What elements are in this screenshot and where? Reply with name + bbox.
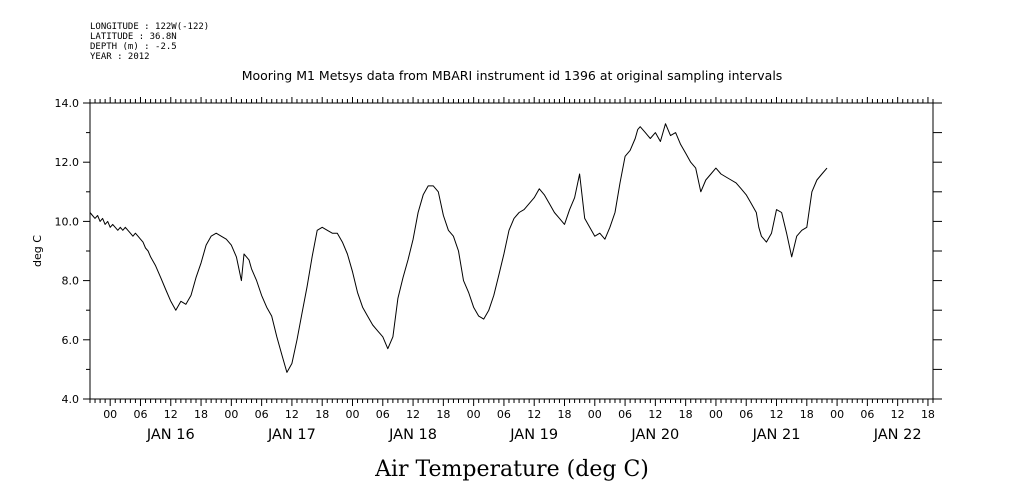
header-latitude: LATITUDE : 36.8N	[90, 32, 177, 42]
header-year: YEAR : 2012	[90, 52, 150, 62]
y-tick-label: 12.0	[55, 156, 80, 169]
header-depth: DEPTH (m) : -2.5	[90, 42, 177, 52]
x-day-label: JAN 22	[873, 427, 922, 443]
x-axis-label: Air Temperature (deg C)	[374, 457, 649, 482]
y-axis-label: deg C	[31, 235, 44, 267]
x-hour-label: 12	[891, 408, 905, 421]
x-axis: 00 06 12 18 00 06 12 18 00 06 12 18 00 06 12 18 00 06 12 18…	[89, 97, 935, 443]
x-hour-label: 12	[648, 408, 662, 421]
x-hour-label: 00	[467, 408, 481, 421]
y-tick-label: 10.0	[55, 215, 80, 228]
x-hour-label: 18	[800, 408, 814, 421]
header-longitude: LONGITUDE : 122W(-122)	[90, 22, 209, 32]
x-hour-label: 12	[770, 408, 784, 421]
x-hour-label: 00	[709, 408, 723, 421]
x-hour-label: 00	[830, 408, 844, 421]
x-hour-label: 18	[194, 408, 208, 421]
x-day-label: JAN 16	[146, 427, 195, 443]
x-hour-label: 12	[285, 408, 299, 421]
x-hour-label: 06	[860, 408, 874, 421]
x-hour-label: 06	[739, 408, 753, 421]
y-axis: 4.0 6.0 8.0 10.0 12.0 14.0	[55, 97, 942, 406]
x-hour-label: 06	[255, 408, 269, 421]
x-hour-label: 18	[558, 408, 572, 421]
x-hour-label: 18	[679, 408, 693, 421]
series-line	[89, 123, 828, 373]
x-hour-label: 00	[103, 408, 117, 421]
y-tick-label: 14.0	[55, 97, 80, 110]
x-hour-label: 18	[921, 408, 935, 421]
y-tick-label: 6.0	[62, 334, 80, 347]
x-day-label: JAN 18	[388, 427, 437, 443]
x-hour-label: 00	[224, 408, 238, 421]
x-day-label: JAN 19	[509, 427, 558, 443]
x-hour-label: 00	[588, 408, 602, 421]
x-hour-label: 18	[436, 408, 450, 421]
x-hour-label: 06	[618, 408, 632, 421]
x-hour-label: 12	[527, 408, 541, 421]
x-hour-label: 18	[315, 408, 329, 421]
series-layer	[89, 123, 828, 373]
x-day-label: JAN 20	[630, 427, 679, 443]
x-hour-label: 12	[406, 408, 420, 421]
y-tick-label: 4.0	[62, 393, 80, 406]
chart-title: Mooring M1 Metsys data from MBARI instru…	[242, 68, 783, 83]
y-tick-label: 8.0	[62, 275, 80, 288]
plot-frame	[89, 102, 934, 400]
x-hour-label: 06	[497, 408, 511, 421]
x-hour-label: 00	[345, 408, 359, 421]
x-day-label: JAN 17	[267, 427, 316, 443]
x-hour-label: 06	[376, 408, 390, 421]
x-hour-label: 12	[164, 408, 178, 421]
metadata-header: LONGITUDE : 122W(-122) LATITUDE : 36.8N …	[90, 22, 209, 62]
x-day-label: JAN 21	[752, 427, 801, 443]
x-hour-label: 06	[133, 408, 147, 421]
